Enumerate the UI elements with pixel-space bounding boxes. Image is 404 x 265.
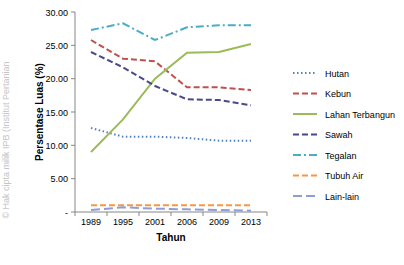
y-tick <box>71 145 75 146</box>
legend-swatch <box>293 113 317 115</box>
series-line <box>91 128 251 141</box>
legend-label: Lahan Terbangun <box>325 110 395 120</box>
legend-label: Sawah <box>325 130 353 140</box>
y-tick-label: 5.00 <box>50 174 68 184</box>
watermark: © Hak cipta milik IPB (Institut Pertania… <box>1 61 11 218</box>
x-tick <box>139 212 140 216</box>
x-tick-label: 1989 <box>81 217 101 227</box>
x-tick <box>107 212 108 216</box>
legend-label: Hutan <box>325 69 349 79</box>
x-tick-label: 2013 <box>241 217 261 227</box>
series-line <box>91 52 251 105</box>
legend-label: Kebun <box>325 89 351 99</box>
legend-label: Tegalan <box>325 151 357 161</box>
y-tick-label: 25.00 <box>45 41 68 51</box>
legend-label: Tubuh Air <box>325 171 363 181</box>
x-tick-label: 1995 <box>113 217 133 227</box>
legend-label: Lain-lain <box>325 192 359 202</box>
legend-swatch <box>293 134 317 136</box>
series-line <box>91 23 251 40</box>
x-tick-label: 2001 <box>145 217 165 227</box>
x-axis-label: Tahun <box>156 232 185 243</box>
y-axis-label: Persentase Luas (%) <box>34 63 45 161</box>
x-tick <box>171 212 172 216</box>
y-tick <box>71 78 75 79</box>
y-tick <box>71 12 75 13</box>
legend-swatch <box>293 195 317 197</box>
y-tick <box>71 112 75 113</box>
legend-swatch <box>293 93 317 95</box>
x-tick <box>203 212 204 216</box>
legend-swatch <box>293 175 317 177</box>
x-tick-label: 2006 <box>177 217 197 227</box>
x-tick <box>75 212 76 216</box>
y-tick <box>71 178 75 179</box>
y-tick <box>71 212 75 213</box>
y-tick-label: 15.00 <box>45 108 68 118</box>
series-group <box>91 23 251 210</box>
y-tick-label: - <box>65 208 68 218</box>
y-tick-label: 10.00 <box>45 141 68 151</box>
legend-swatch <box>293 154 317 156</box>
legend-swatch <box>293 72 317 74</box>
chart: © Hak cipta milik IPB (Institut Pertania… <box>0 0 404 265</box>
series-line <box>91 44 251 152</box>
x-tick <box>267 212 268 216</box>
x-tick-label: 2009 <box>209 217 229 227</box>
x-tick <box>235 212 236 216</box>
y-tick <box>71 45 75 46</box>
series-line <box>91 204 251 206</box>
y-tick-label: 30.00 <box>45 8 68 18</box>
y-tick-label: 20.00 <box>45 74 68 84</box>
series-line <box>91 207 251 210</box>
